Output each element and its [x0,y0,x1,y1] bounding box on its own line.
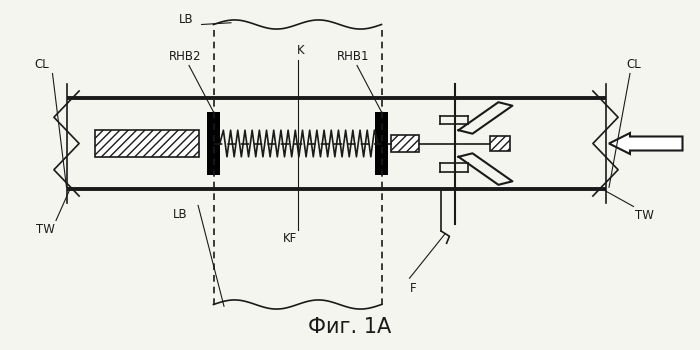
FancyArrow shape [609,133,682,154]
Text: Фиг. 1А: Фиг. 1А [309,317,391,337]
Bar [490,136,510,151]
Text: RHB2: RHB2 [169,50,202,63]
Text: LB: LB [174,208,188,221]
Text: LB: LB [179,13,193,26]
Bar [391,135,419,152]
Text: TW: TW [635,209,653,222]
Text: K: K [298,44,304,57]
Text: RHB1: RHB1 [337,50,370,63]
Text: F: F [410,282,416,295]
Text: KF: KF [284,232,298,245]
Bar [94,130,199,157]
Bar [375,112,388,175]
Bar [207,112,220,175]
Text: TW: TW [36,223,55,236]
Text: CL: CL [34,58,50,71]
Text: CL: CL [626,58,641,71]
